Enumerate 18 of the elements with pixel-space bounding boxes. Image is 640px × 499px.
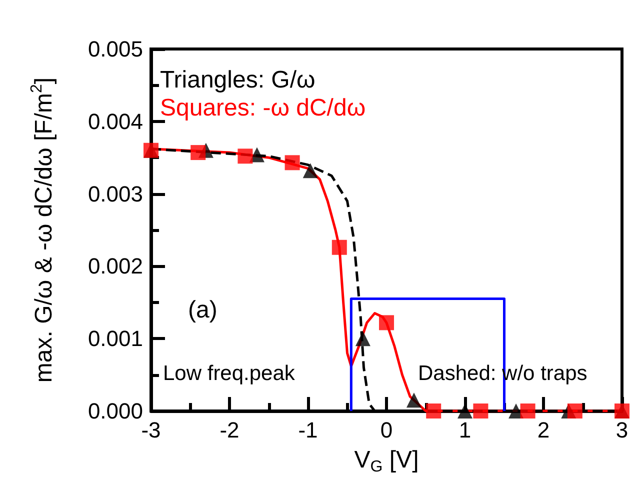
x-tick-label: -3 <box>141 418 161 442</box>
y-tick-label: 0.004 <box>88 108 143 134</box>
x-tick-label: -1 <box>298 418 318 442</box>
annotation: (a) <box>188 296 218 324</box>
x-tick-label: -2 <box>220 418 240 442</box>
x-tick-label: 2 <box>537 418 550 442</box>
annotation: Low freq.peak <box>163 362 296 385</box>
y-tick-label: 0.000 <box>88 398 143 424</box>
series-label: Squares: -ω dC/dω <box>160 94 366 122</box>
y-tick-label: 0.003 <box>88 181 143 206</box>
x-tick-label: 3 <box>616 418 628 442</box>
x-tick-label: 0 <box>380 418 393 442</box>
text: Triangles: G/ω <box>160 66 316 94</box>
x-tick-label: 1 <box>458 418 472 442</box>
y-tick-label: 0.001 <box>88 326 143 352</box>
y-tick-label: 0.005 <box>88 36 143 62</box>
y-tick-label: 0.002 <box>88 254 143 279</box>
y-axis-title: max. G/ω & -ω dC/dω [F/m2] <box>28 77 58 383</box>
